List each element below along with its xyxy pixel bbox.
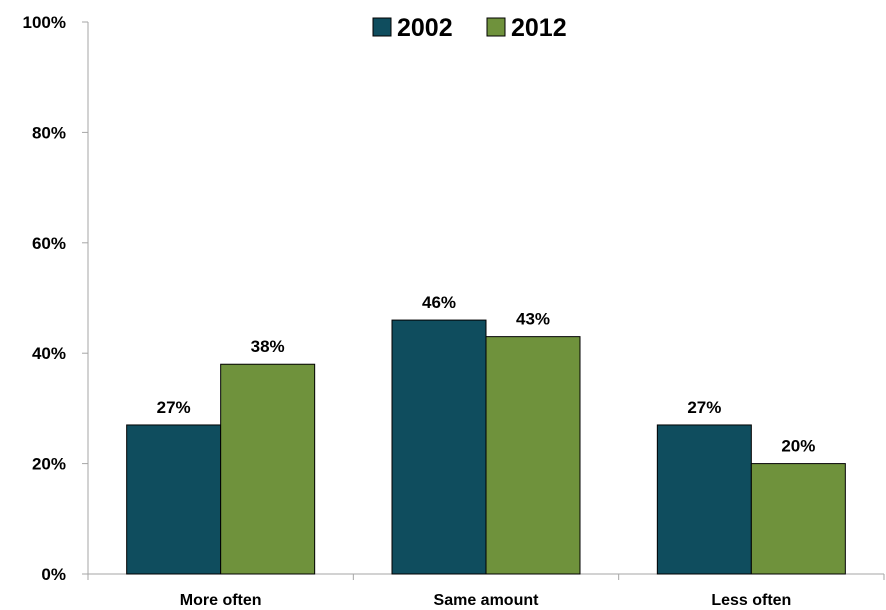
data-label: 27% [157,398,191,417]
bar-2012 [220,363,316,575]
legend-swatch-2002 [372,17,392,37]
legend-label: 2012 [511,14,567,42]
category-label: More often [180,592,262,609]
legend-swatch-2012 [486,17,506,37]
data-label: 27% [687,398,721,417]
bar-2012 [485,336,581,575]
y-tick-label: 80% [32,123,66,142]
bar-2012 [750,463,846,575]
bar-2002 [656,424,752,575]
bar-2002 [126,424,222,575]
axes: 0% 20% 40% 60% 80% 100% More often Same amount L… [23,13,885,609]
data-label: 20% [781,437,815,456]
y-tick-label: 100% [23,13,66,32]
y-tick-label: 40% [32,344,66,363]
category-label: Less often [711,592,791,609]
data-label: 43% [516,310,550,329]
y-tick-label: 20% [32,455,66,474]
y-tick-label: 0% [41,565,66,584]
bars [126,319,846,575]
category-label: Same amount [434,592,540,609]
data-label: 46% [422,293,456,312]
y-tick-label: 60% [32,234,66,253]
legend-label: 2002 [397,14,453,42]
data-labels: 27% 38% 46% 43% 27% 20% [157,293,816,456]
data-label: 38% [251,337,285,356]
legend: 2002 2012 [372,14,567,42]
bar-2002 [391,319,487,575]
